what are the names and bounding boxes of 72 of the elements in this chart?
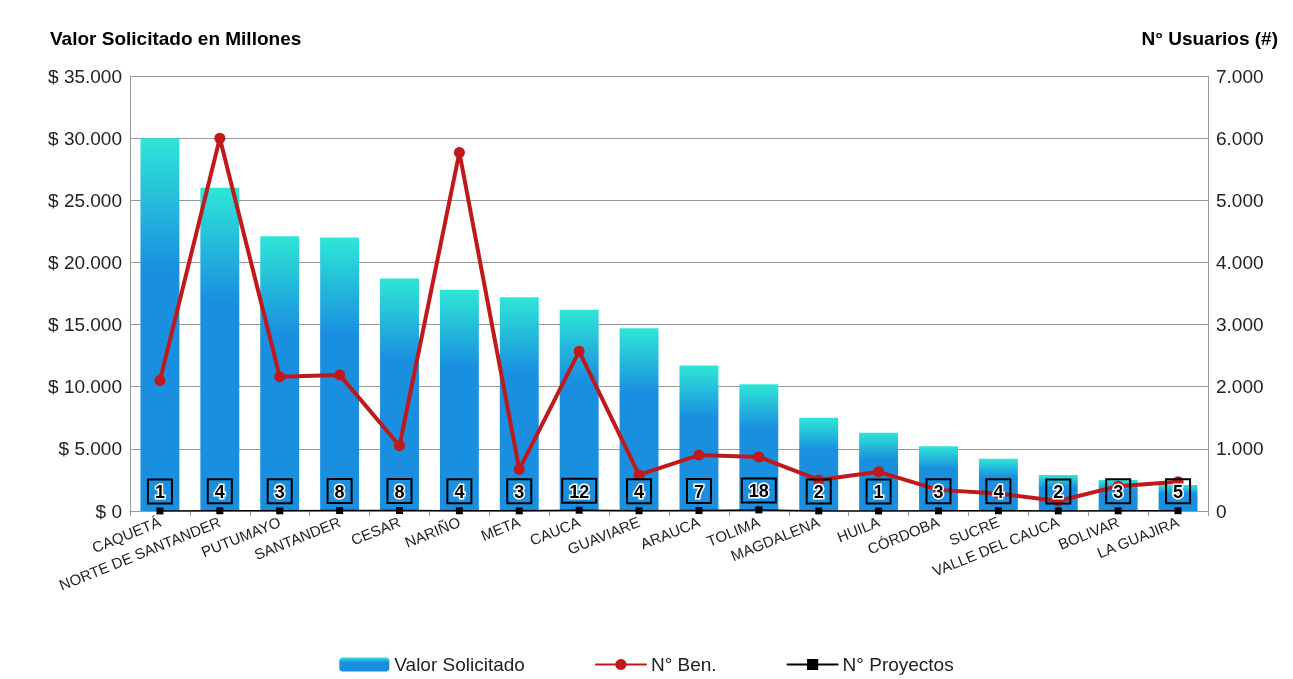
y-axis-title: Valor Solicitado en Millones xyxy=(50,28,302,49)
data-label: 8 xyxy=(394,482,405,502)
bar xyxy=(320,237,360,511)
point xyxy=(573,345,585,357)
point xyxy=(396,507,403,514)
point xyxy=(635,507,643,515)
point xyxy=(216,507,224,515)
data-label: 2 xyxy=(813,482,824,503)
data-label: 1 xyxy=(154,482,165,503)
point xyxy=(815,507,823,515)
point xyxy=(394,440,405,452)
point xyxy=(214,132,226,144)
point xyxy=(875,507,883,515)
data-label: 12 xyxy=(569,481,590,502)
y2-tick-label: 4.000 xyxy=(1216,251,1264,273)
y2-tick-label: 1.000 xyxy=(1216,438,1264,460)
data-label: 5 xyxy=(1173,482,1184,503)
data-label: 3 xyxy=(514,482,525,503)
point xyxy=(1174,507,1182,515)
point xyxy=(334,369,346,381)
point xyxy=(453,146,465,158)
bar xyxy=(679,365,719,511)
point xyxy=(994,507,1002,515)
y-tick-label: $ 5.000 xyxy=(58,438,122,460)
y-tick-label: $ 35.000 xyxy=(48,65,122,87)
y2-tick-label: 2.000 xyxy=(1216,376,1264,398)
point xyxy=(695,507,703,515)
y2-tick-label: 6.000 xyxy=(1216,127,1264,149)
y2-tick-label: 0 xyxy=(1216,500,1227,522)
legend-label: N° Ben. xyxy=(650,654,717,675)
data-label: 4 xyxy=(634,482,645,503)
data-label: 3 xyxy=(274,482,285,503)
data-label: 7 xyxy=(693,482,704,503)
legend-label: N° Proyectos xyxy=(842,654,954,675)
data-label: 1 xyxy=(873,482,884,503)
data-label: 18 xyxy=(748,481,769,502)
y-tick-label: $ 20.000 xyxy=(48,251,122,273)
data-label: 4 xyxy=(993,482,1004,503)
bar xyxy=(439,289,479,511)
bar xyxy=(260,236,300,511)
point xyxy=(873,466,885,478)
legend-label: Valor Solicitado xyxy=(394,654,525,675)
y-tick-label: $ 15.000 xyxy=(48,314,122,336)
x-tick-label: META xyxy=(478,513,523,545)
point xyxy=(693,449,705,461)
y-tick-label: $ 10.000 xyxy=(48,376,122,398)
point xyxy=(513,463,525,475)
point xyxy=(274,371,286,383)
y2-tick-label: 3.000 xyxy=(1216,314,1264,336)
data-label: 4 xyxy=(454,482,465,503)
point xyxy=(753,451,765,463)
point xyxy=(276,507,284,515)
point xyxy=(455,507,463,515)
point xyxy=(755,506,763,514)
bar xyxy=(140,138,180,511)
bar xyxy=(200,187,240,511)
point xyxy=(575,506,583,514)
point xyxy=(1054,507,1062,515)
y-tick-label: $ 25.000 xyxy=(48,189,122,211)
y-tick-label: $ 30.000 xyxy=(48,127,122,149)
y2-tick-label: 5.000 xyxy=(1216,189,1264,211)
data-label: 4 xyxy=(214,482,225,503)
point xyxy=(515,507,523,515)
bar xyxy=(619,328,659,511)
point xyxy=(1114,507,1122,515)
point xyxy=(935,507,942,515)
y2-axis-title: N° Usuarios (#) xyxy=(1141,28,1278,49)
point xyxy=(156,507,164,515)
data-label: 8 xyxy=(334,482,345,502)
point xyxy=(154,375,166,386)
y2-tick-label: 7.000 xyxy=(1216,65,1264,87)
point xyxy=(336,507,344,514)
